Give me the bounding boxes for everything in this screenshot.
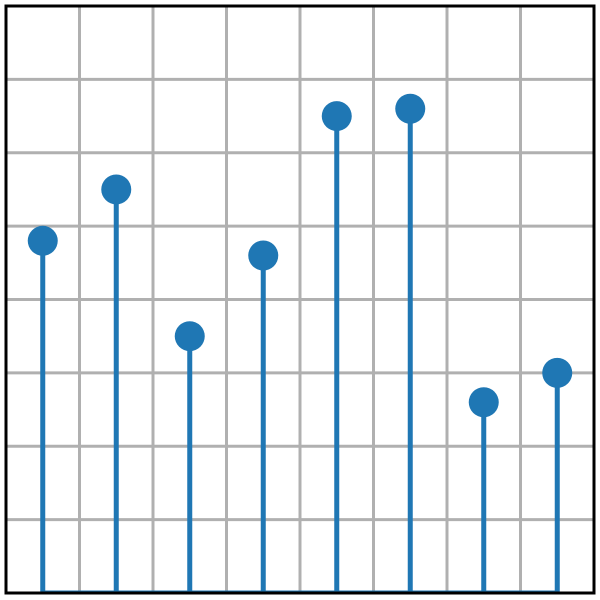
stem-marker-6 — [468, 387, 499, 418]
markers — [27, 93, 573, 418]
stem-marker-5 — [395, 93, 426, 124]
stem-marker-2 — [174, 321, 205, 352]
grid — [6, 6, 594, 593]
stem-marker-1 — [101, 174, 132, 205]
stem-marker-7 — [542, 357, 573, 388]
plot-frame — [4, 4, 596, 595]
stem-marker-0 — [27, 225, 58, 256]
stem-marker-3 — [248, 240, 279, 271]
stems — [40, 108, 560, 593]
stem-marker-4 — [321, 101, 352, 132]
